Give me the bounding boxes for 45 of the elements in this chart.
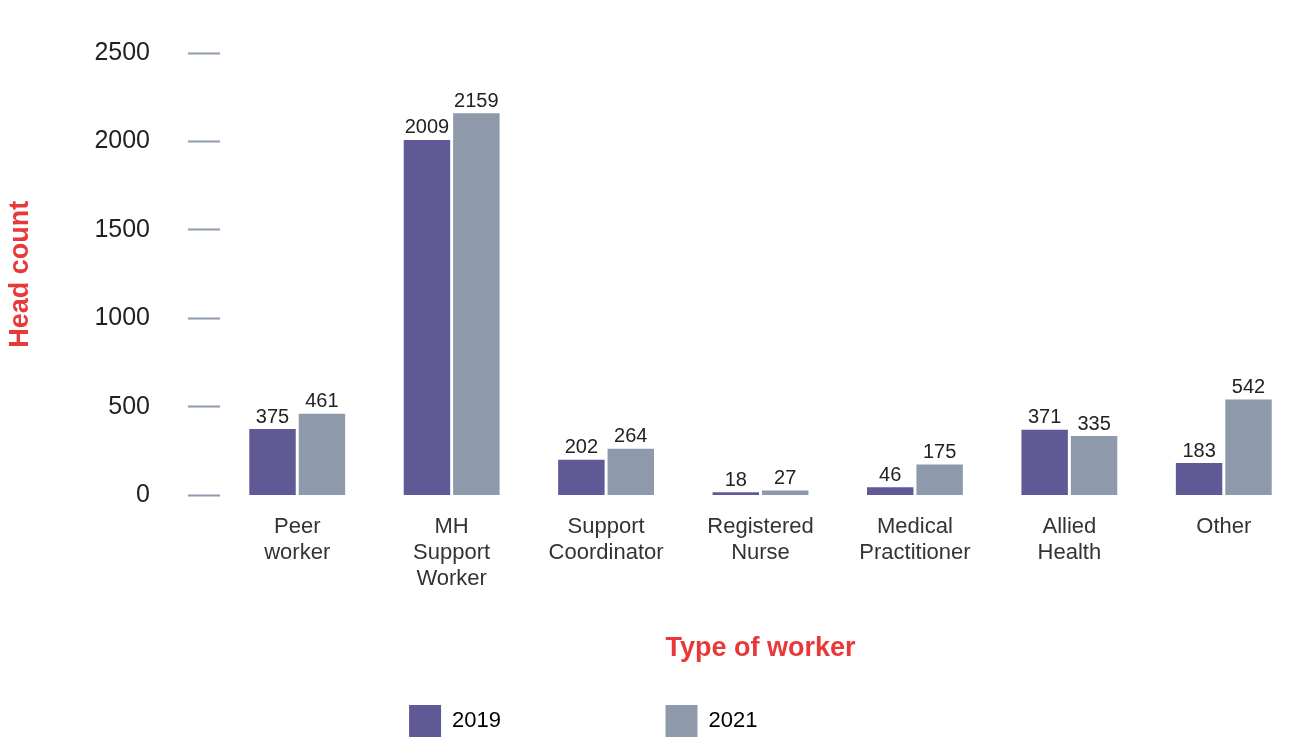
- x-tick-label: MH Support Worker: [413, 512, 491, 591]
- y-tick-label: 1500: [94, 213, 151, 242]
- x-axis-title: Type of worker: [665, 632, 857, 663]
- y-tick-label: 2000: [94, 125, 151, 154]
- bar: [453, 113, 500, 495]
- x-tick-label: Other: [1196, 512, 1252, 538]
- bar: [1021, 429, 1068, 495]
- data-label: 27: [774, 466, 797, 489]
- bar: [916, 464, 963, 495]
- y-tick-label: 500: [108, 390, 151, 419]
- y-axis-title: Head count: [3, 200, 34, 348]
- data-label: 371: [1027, 405, 1062, 428]
- bar: [558, 459, 605, 495]
- bar: [249, 429, 296, 495]
- data-label: 175: [922, 439, 957, 462]
- data-label: 18: [724, 467, 747, 490]
- data-label: 202: [564, 435, 599, 458]
- data-label: 2009: [404, 115, 450, 138]
- x-tick-label: Peer worker: [263, 512, 331, 565]
- y-tick-label: 0: [136, 479, 151, 508]
- legend-label: 2019: [452, 707, 636, 733]
- data-label: 542: [1231, 375, 1266, 397]
- legend-label: 2021: [708, 707, 892, 733]
- bar: [712, 492, 760, 495]
- data-label: 264: [614, 424, 648, 447]
- bar: [607, 448, 655, 495]
- bar: [298, 413, 346, 495]
- data-label: 46: [879, 462, 902, 485]
- bar: [761, 490, 809, 495]
- x-tick-label: Medical Practitioner: [859, 512, 971, 565]
- data-label: 461: [305, 389, 339, 412]
- x-tick-label: Support Coordinator: [548, 512, 664, 565]
- bar: [1070, 436, 1118, 495]
- x-tick-label: Registered Nurse: [707, 512, 814, 565]
- data-label: 375: [255, 404, 290, 427]
- data-label: 2159: [454, 88, 499, 111]
- bar: [1175, 463, 1223, 495]
- bar: [1225, 399, 1272, 495]
- y-tick-label: 2500: [94, 36, 151, 65]
- bar: [403, 139, 451, 495]
- y-tick-label: 1000: [94, 302, 151, 331]
- bar: [867, 487, 914, 495]
- data-label: 183: [1182, 438, 1216, 461]
- data-label: 335: [1077, 411, 1111, 434]
- x-tick-label: Allied Health: [1037, 512, 1102, 565]
